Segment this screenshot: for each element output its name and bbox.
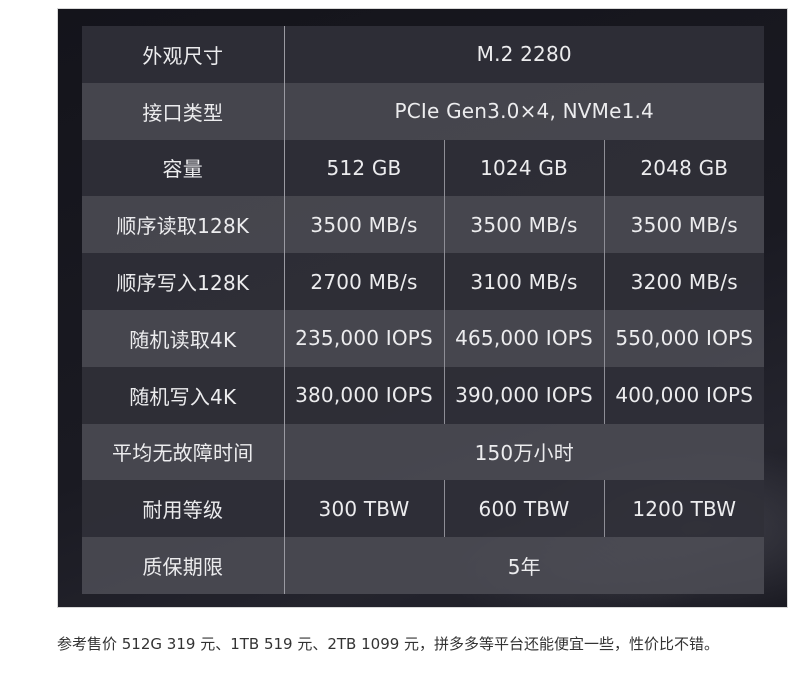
spec-value-2048gb: 550,000 IOPS xyxy=(604,309,764,367)
spec-label: 随机读取4K xyxy=(82,309,285,367)
spec-value-1024gb: 600 TBW xyxy=(444,480,605,538)
spec-value-1024gb: 390,000 IOPS xyxy=(444,366,605,424)
spec-image-panel: 外观尺寸 M.2 2280 接口类型 PCIe Gen3.0×4, NVMe1.… xyxy=(57,8,788,608)
spec-value: 150万小时 xyxy=(284,423,764,481)
spec-row-seq-read: 顺序读取128K 3500 MB/s 3500 MB/s 3500 MB/s xyxy=(82,196,764,254)
spec-value-512gb: 512 GB xyxy=(284,139,445,197)
spec-value-1024gb: 3500 MB/s xyxy=(444,196,605,254)
spec-value-512gb: 3500 MB/s xyxy=(284,196,445,254)
spec-value: M.2 2280 xyxy=(284,26,764,83)
spec-value-2048gb: 400,000 IOPS xyxy=(604,366,764,424)
spec-label: 顺序写入128K xyxy=(82,253,285,310)
spec-row-seq-write: 顺序写入128K 2700 MB/s 3100 MB/s 3200 MB/s xyxy=(82,253,764,310)
spec-value-512gb: 235,000 IOPS xyxy=(284,309,445,367)
spec-value: 5年 xyxy=(284,537,764,594)
spec-row-endurance: 耐用等级 300 TBW 600 TBW 1200 TBW xyxy=(82,480,764,538)
spec-label: 容量 xyxy=(82,139,285,197)
spec-value-1024gb: 1024 GB xyxy=(444,139,605,197)
spec-row-warranty: 质保期限 5年 xyxy=(82,537,764,594)
spec-value-2048gb: 2048 GB xyxy=(604,139,764,197)
spec-row-capacity: 容量 512 GB 1024 GB 2048 GB xyxy=(82,139,764,197)
spec-row-mtbf: 平均无故障时间 150万小时 xyxy=(82,423,764,481)
spec-value-512gb: 380,000 IOPS xyxy=(284,366,445,424)
spec-label: 耐用等级 xyxy=(82,480,285,538)
spec-value-2048gb: 3500 MB/s xyxy=(604,196,764,254)
spec-value-1024gb: 465,000 IOPS xyxy=(444,309,605,367)
spec-value-1024gb: 3100 MB/s xyxy=(444,253,605,310)
spec-label: 接口类型 xyxy=(82,82,285,140)
spec-label: 随机写入4K xyxy=(82,366,285,424)
spec-label: 外观尺寸 xyxy=(82,26,285,83)
spec-value-2048gb: 3200 MB/s xyxy=(604,253,764,310)
ssd-spec-table: 外观尺寸 M.2 2280 接口类型 PCIe Gen3.0×4, NVMe1.… xyxy=(82,26,764,594)
spec-label: 质保期限 xyxy=(82,537,285,594)
price-caption: 参考售价 512G 319 元、1TB 519 元、2TB 1099 元，拼多多… xyxy=(57,635,720,653)
spec-row-interface: 接口类型 PCIe Gen3.0×4, NVMe1.4 xyxy=(82,82,764,140)
spec-value-512gb: 2700 MB/s xyxy=(284,253,445,310)
spec-row-form-factor: 外观尺寸 M.2 2280 xyxy=(82,26,764,83)
spec-label: 平均无故障时间 xyxy=(82,423,285,481)
spec-row-random-write: 随机写入4K 380,000 IOPS 390,000 IOPS 400,000… xyxy=(82,366,764,424)
spec-value-2048gb: 1200 TBW xyxy=(604,480,764,538)
spec-value-512gb: 300 TBW xyxy=(284,480,445,538)
spec-row-random-read: 随机读取4K 235,000 IOPS 465,000 IOPS 550,000… xyxy=(82,309,764,367)
spec-value: PCIe Gen3.0×4, NVMe1.4 xyxy=(284,82,764,140)
spec-label: 顺序读取128K xyxy=(82,196,285,254)
